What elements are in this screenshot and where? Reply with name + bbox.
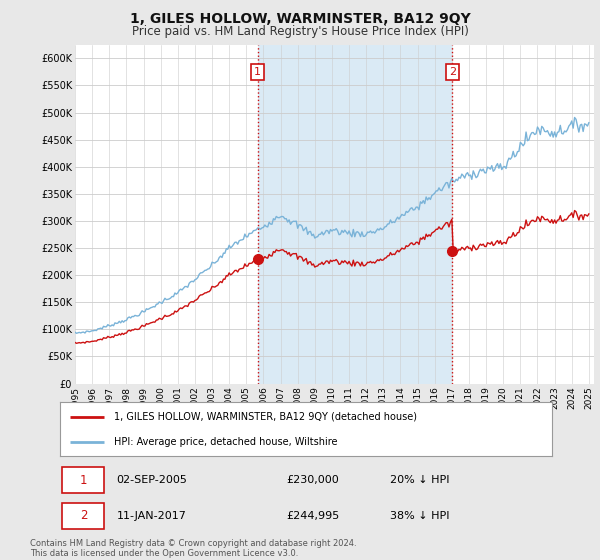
- Text: Price paid vs. HM Land Registry's House Price Index (HPI): Price paid vs. HM Land Registry's House …: [131, 25, 469, 38]
- Text: Contains HM Land Registry data © Crown copyright and database right 2024.
This d: Contains HM Land Registry data © Crown c…: [30, 539, 356, 558]
- FancyBboxPatch shape: [62, 503, 104, 529]
- Text: 1, GILES HOLLOW, WARMINSTER, BA12 9QY (detached house): 1, GILES HOLLOW, WARMINSTER, BA12 9QY (d…: [114, 412, 417, 422]
- Text: £230,000: £230,000: [286, 475, 339, 485]
- Text: 11-JAN-2017: 11-JAN-2017: [116, 511, 187, 521]
- FancyBboxPatch shape: [62, 467, 104, 493]
- Text: 2: 2: [449, 67, 456, 77]
- Text: 1: 1: [254, 67, 261, 77]
- Text: 2: 2: [80, 510, 88, 522]
- Text: £244,995: £244,995: [286, 511, 340, 521]
- Text: 02-SEP-2005: 02-SEP-2005: [116, 475, 187, 485]
- Text: 38% ↓ HPI: 38% ↓ HPI: [389, 511, 449, 521]
- Text: 1, GILES HOLLOW, WARMINSTER, BA12 9QY: 1, GILES HOLLOW, WARMINSTER, BA12 9QY: [130, 12, 470, 26]
- Text: 1: 1: [80, 474, 88, 487]
- Text: HPI: Average price, detached house, Wiltshire: HPI: Average price, detached house, Wilt…: [114, 437, 338, 447]
- Bar: [258, 45, 452, 384]
- Text: 20% ↓ HPI: 20% ↓ HPI: [389, 475, 449, 485]
